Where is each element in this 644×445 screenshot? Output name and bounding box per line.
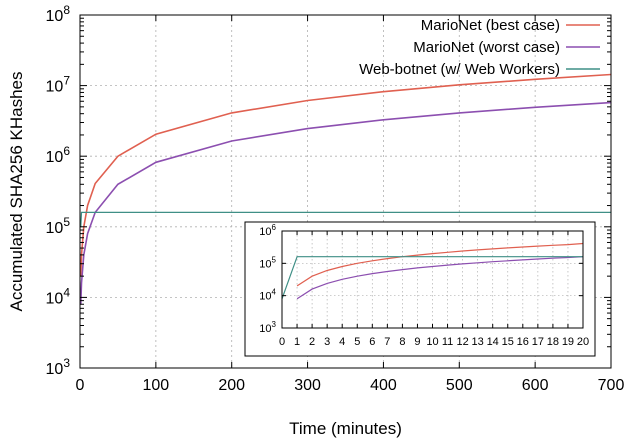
legend-label: Web-botnet (w/ Web Workers)	[359, 61, 560, 78]
inset-x-tick-label: 4	[339, 336, 345, 348]
inset-y-tick-label: 103	[259, 320, 276, 335]
inset-y-tick-label: 104	[259, 288, 276, 303]
inset-x-tick-label: 1	[294, 336, 300, 348]
x-tick-label: 100	[143, 377, 170, 394]
inset-series-line	[296, 242, 584, 287]
y-tick-label: 103	[46, 356, 71, 378]
inset-x-tick-label: 19	[562, 336, 574, 348]
inset-x-tick-label: 2	[309, 336, 315, 348]
legend: MarioNet (best case) MarioNet (worst case…	[359, 17, 600, 78]
inset-x-tick-label: 17	[532, 336, 544, 348]
inset-series	[281, 242, 584, 300]
y-tick-label: 107	[46, 74, 71, 96]
inset-x-tick-label: 16	[517, 336, 529, 348]
x-tick-label: 700	[598, 377, 625, 394]
inset-y-tick-label: 105	[259, 255, 276, 270]
inset-x-tick-label: 6	[369, 336, 375, 348]
x-tick-label: 200	[218, 377, 245, 394]
series-line	[80, 211, 611, 227]
x-tick-label: 500	[446, 377, 473, 394]
x-tick-label: 600	[522, 377, 549, 394]
inset-x-tick-label: 20	[577, 336, 589, 348]
inset-x-tick-label: 10	[426, 336, 438, 348]
inset-x-tick-label: 14	[487, 336, 499, 348]
inset-x-tick-label: 0	[279, 336, 285, 348]
inset-background	[244, 221, 596, 357]
inset-x-tick-label: 12	[456, 336, 468, 348]
y-axis-label: Accumulated SHA256 KHashes	[7, 71, 26, 311]
main-plot-frame	[79, 14, 612, 369]
inset-x-tick-label: 11	[442, 336, 453, 348]
inset-grid	[282, 231, 583, 328]
y-tick-label: 108	[46, 3, 71, 25]
y-tick-label: 105	[46, 215, 71, 237]
inset-y-tick-label: 106	[259, 223, 276, 238]
x-tick-label: 0	[76, 377, 85, 394]
y-tick-label: 104	[46, 285, 71, 307]
inset-x-tick-label: 8	[399, 336, 405, 348]
legend-label: MarioNet (best case)	[421, 17, 560, 34]
inset-series-line	[296, 256, 584, 300]
inset-x-tick-label: 5	[354, 336, 360, 348]
y-tick-label: 106	[46, 144, 71, 166]
x-tick-label: 300	[294, 377, 321, 394]
inset-x-tick-label: 7	[384, 336, 390, 348]
x-axis-label: Time (minutes)	[289, 419, 402, 438]
legend-label: MarioNet (worst case)	[413, 39, 560, 56]
inset-x-tick-label: 3	[324, 336, 330, 348]
inset-x-tick-label: 15	[502, 336, 514, 348]
inset-series-line	[281, 256, 583, 300]
x-tick-label: 400	[370, 377, 397, 394]
inset-ticks: 0 1 2 3 4 5 6 7 8 9 10 11 12 13 14 15 16 17 18 19 2010310410…	[259, 223, 589, 348]
inset-x-tick-label: 13	[472, 336, 484, 348]
inset-x-tick-label: 18	[547, 336, 559, 348]
inset-x-tick-label: 9	[414, 336, 420, 348]
